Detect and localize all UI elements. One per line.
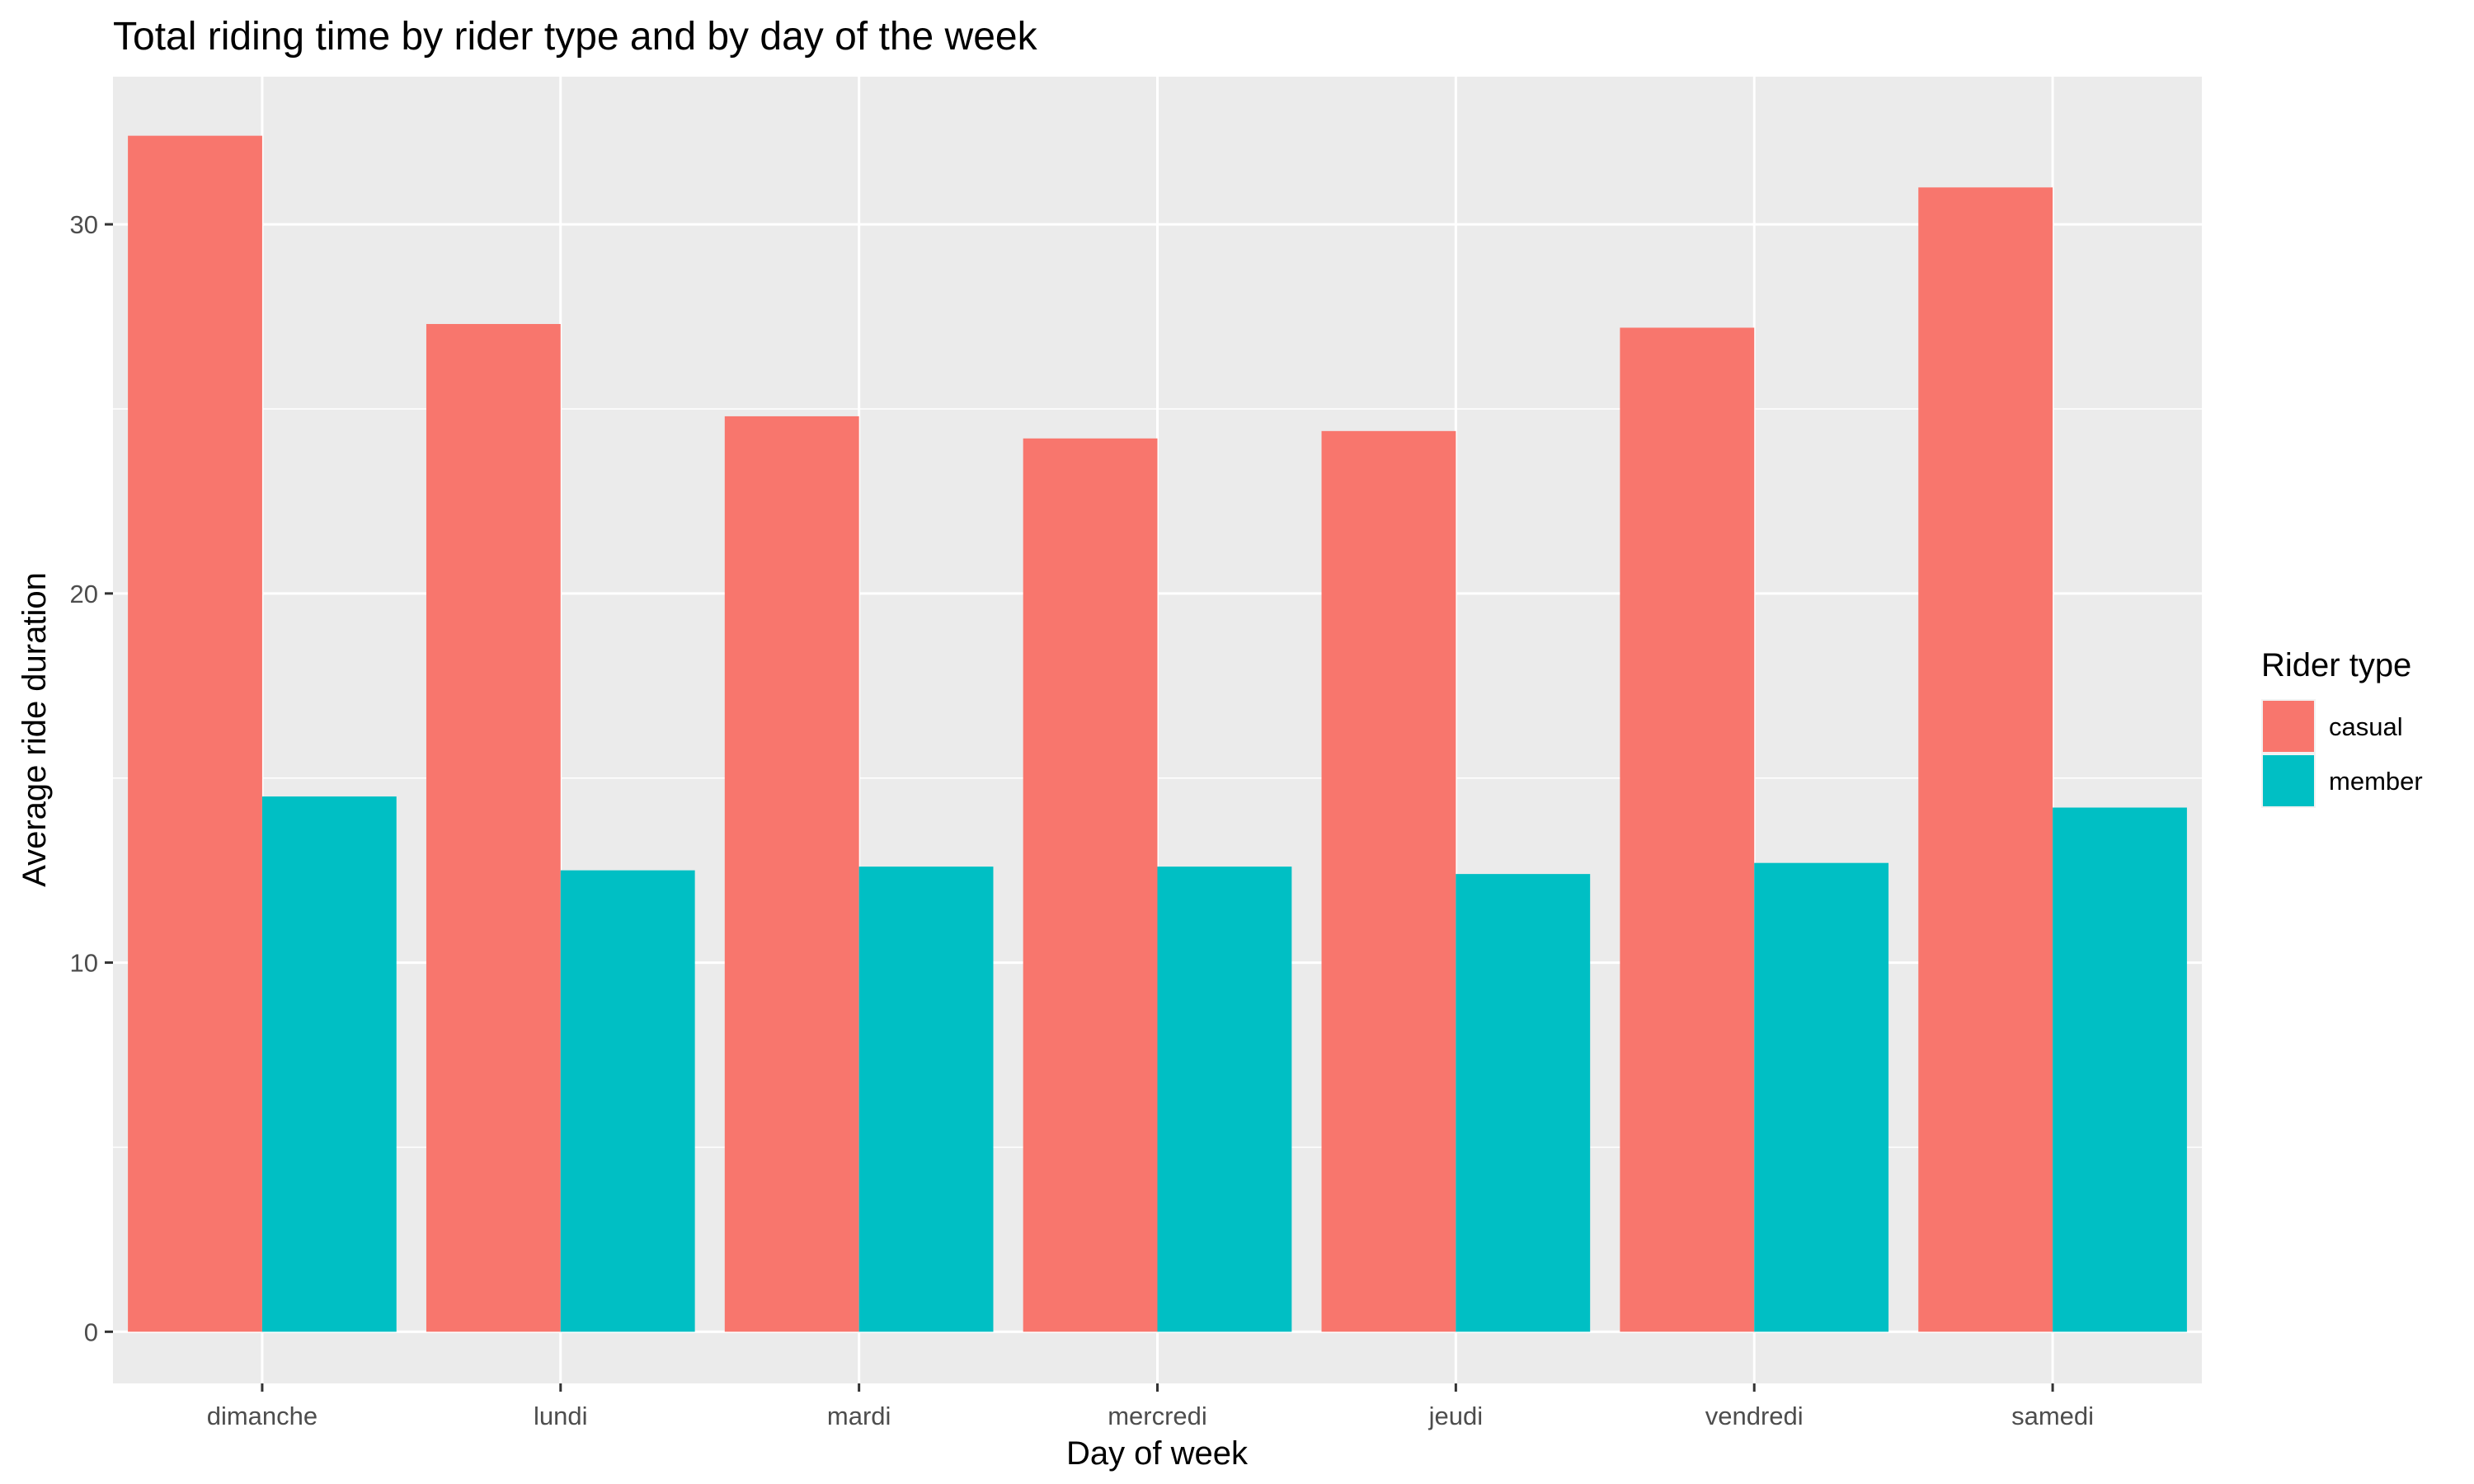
y-tick-label: 30 [70, 210, 98, 239]
bar-casual-mardi [724, 416, 859, 1332]
y-axis: 0 10 20 30 [70, 210, 113, 1346]
bar-member-dimanche [261, 796, 397, 1332]
bar-casual-dimanche [128, 135, 262, 1332]
bar-casual-jeudi [1321, 430, 1456, 1332]
bar-member-mercredi [1157, 866, 1292, 1332]
bar-casual-samedi [1918, 187, 2053, 1332]
x-tick-label: vendredi [1705, 1402, 1804, 1430]
legend-key-member [2263, 755, 2314, 806]
x-tick-label: dimanche [207, 1402, 317, 1430]
y-tick-label: 10 [70, 949, 98, 978]
x-tick-label: lundi [534, 1402, 588, 1430]
x-tick-label: mardi [827, 1402, 891, 1430]
legend-items: casual member [2261, 699, 2423, 808]
bar-member-jeudi [1456, 874, 1591, 1332]
y-tick-label: 20 [70, 580, 98, 608]
bar-member-samedi [2053, 807, 2187, 1332]
bar-member-lundi [560, 870, 695, 1332]
legend-label-member: member [2329, 767, 2423, 796]
legend: Rider type casual member [2261, 647, 2423, 808]
chart-title: Total riding time by rider type and by d… [113, 15, 1038, 59]
bar-casual-mercredi [1023, 438, 1158, 1332]
x-tick-label: mercredi [1108, 1402, 1207, 1430]
bars [128, 135, 2187, 1332]
bar-member-vendredi [1754, 862, 1889, 1332]
x-axis: dimanche lundi mardi mercredi jeudi vendredi s… [207, 1383, 2094, 1430]
y-axis-title: Average ride duration [16, 572, 53, 887]
legend-label-casual: casual [2329, 712, 2403, 741]
x-tick-label: samedi [2011, 1402, 2094, 1430]
bar-casual-lundi [426, 323, 561, 1332]
bar-casual-vendredi [1620, 327, 1755, 1332]
y-tick-label: 0 [84, 1317, 98, 1346]
bar-member-mardi [858, 866, 994, 1332]
legend-title: Rider type [2261, 647, 2411, 683]
x-axis-title: Day of week [1066, 1435, 1249, 1472]
legend-key-casual [2263, 701, 2314, 752]
x-tick-label: jeudi [1428, 1402, 1484, 1430]
